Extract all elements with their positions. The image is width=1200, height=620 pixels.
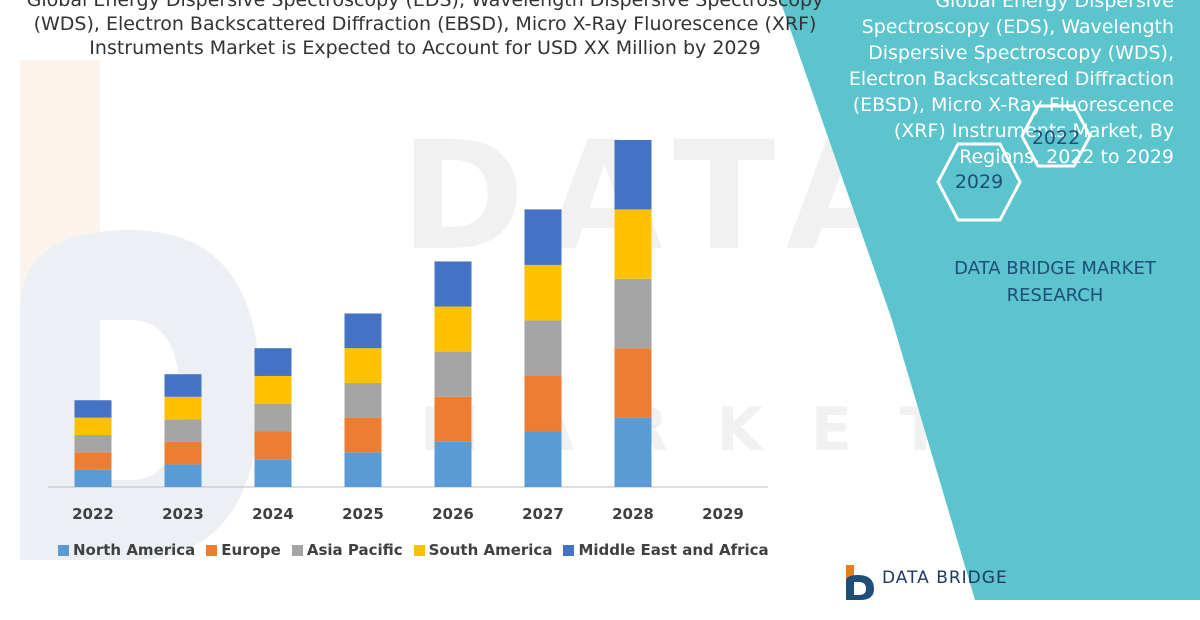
- bar-segment-2022-middle-east-and-africa: [74, 400, 112, 418]
- legend-item: Middle East and Africa: [563, 541, 769, 559]
- x-tick-label: 2025: [342, 505, 384, 523]
- bar-segment-2028-europe: [614, 348, 652, 418]
- x-tick-label: 2024: [252, 505, 294, 523]
- legend-swatch: [563, 544, 575, 556]
- bar-segment-2022-europe: [74, 452, 112, 470]
- legend-item: Europe: [206, 541, 281, 559]
- bar-segment-2026-asia-pacific: [434, 351, 472, 397]
- x-tick-label: 2023: [162, 505, 204, 523]
- bar-segment-2024-asia-pacific: [254, 403, 292, 432]
- hexagon-2022: 2022: [1020, 104, 1092, 168]
- x-tick-label: 2027: [522, 505, 564, 523]
- brand-text: DATA BRIDGE MARKET RESEARCH: [954, 258, 1156, 306]
- bar-segment-2023-south-america: [164, 396, 202, 420]
- data-bridge-logo-icon: [846, 565, 874, 600]
- hexagon-2022-label: 2022: [1032, 127, 1080, 149]
- bar-segment-2028-middle-east-and-africa: [614, 140, 652, 210]
- x-tick-label: 2022: [72, 505, 114, 523]
- bar-segment-2024-south-america: [254, 375, 292, 404]
- bar-segment-2028-asia-pacific: [614, 278, 652, 349]
- x-tick-label: 2026: [432, 505, 474, 523]
- stacked-bar-chart: 2022 2023 2024 2025 2026 2027 2028 2029: [48, 140, 768, 523]
- legend-label: Asia Pacific: [306, 541, 403, 559]
- bar-segment-2028-south-america: [614, 209, 652, 279]
- legend-item: South America: [413, 541, 553, 559]
- bar-segment-2025-north-america: [344, 452, 382, 487]
- legend-swatch: [291, 544, 303, 556]
- bar-segment-2026-europe: [434, 396, 472, 442]
- bar-segment-2024-europe: [254, 431, 292, 460]
- bar-segment-2023-asia-pacific: [164, 419, 202, 442]
- legend-label: Europe: [221, 541, 281, 559]
- hexagon-2029-label: 2029: [955, 171, 1003, 193]
- bar-segment-2028-north-america: [614, 417, 652, 487]
- bar-segment-2026-middle-east-and-africa: [434, 261, 472, 307]
- legend-swatch: [206, 544, 218, 556]
- bar-segment-2022-north-america: [74, 469, 112, 487]
- bar-segment-2027-middle-east-and-africa: [524, 209, 562, 265]
- legend-swatch: [413, 544, 425, 556]
- legend-item: Asia Pacific: [291, 541, 403, 559]
- bar-segment-2023-north-america: [164, 464, 202, 487]
- bar-segment-2027-asia-pacific: [524, 320, 562, 376]
- logo-text: DATA BRIDGE: [882, 568, 1008, 588]
- bar-segment-2026-south-america: [434, 306, 472, 352]
- legend-item: North America: [58, 541, 195, 559]
- legend-swatch: [58, 544, 69, 556]
- x-tick-label: 2029: [702, 505, 744, 523]
- bar-segment-2027-europe: [524, 375, 562, 432]
- legend-label: South America: [428, 541, 553, 559]
- bar-segment-2027-north-america: [524, 431, 562, 487]
- legend-label: North America: [73, 541, 196, 559]
- bar-segment-2024-north-america: [254, 459, 292, 487]
- bar-segment-2024-middle-east-and-africa: [254, 348, 292, 376]
- bar-segment-2027-south-america: [524, 264, 562, 321]
- bar-segment-2025-middle-east-and-africa: [344, 313, 382, 349]
- year-hexagons: 2022 2029: [936, 104, 1092, 222]
- bar-segment-2022-asia-pacific: [74, 434, 112, 453]
- chart-legend: North America Europe Asia Pacific South Ame…: [58, 541, 780, 559]
- bar-segment-2022-south-america: [74, 417, 112, 435]
- legend-label: Middle East and Africa: [578, 541, 769, 559]
- hexagon-2029: 2029: [936, 142, 1022, 222]
- bar-segment-2026-north-america: [434, 441, 472, 487]
- panel-title: Global Energy Dispersive Spectroscopy (E…: [848, 0, 1174, 168]
- chart-title: Global Energy Dispersive Spectroscopy (E…: [26, 0, 824, 59]
- bar-segment-2025-south-america: [344, 348, 382, 383]
- bar-segment-2023-europe: [164, 441, 202, 465]
- teal-panel: [780, 0, 1200, 600]
- x-tick-label: 2028: [612, 505, 654, 523]
- bar-segment-2025-asia-pacific: [344, 382, 382, 418]
- bar-segment-2023-middle-east-and-africa: [164, 374, 202, 397]
- bar-segment-2025-europe: [344, 417, 382, 453]
